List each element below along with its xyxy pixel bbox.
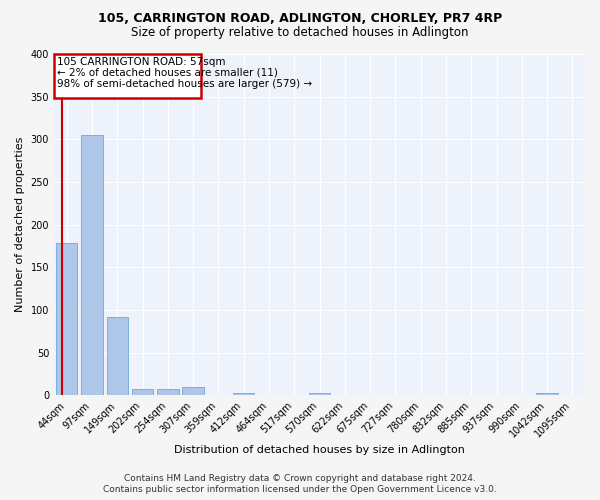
Text: 105, CARRINGTON ROAD, ADLINGTON, CHORLEY, PR7 4RP: 105, CARRINGTON ROAD, ADLINGTON, CHORLEY… bbox=[98, 12, 502, 26]
Text: Size of property relative to detached houses in Adlington: Size of property relative to detached ho… bbox=[131, 26, 469, 39]
Bar bbox=[309, 393, 330, 396]
Text: Contains HM Land Registry data © Crown copyright and database right 2024.
Contai: Contains HM Land Registry data © Crown c… bbox=[103, 474, 497, 494]
Text: 98% of semi-detached houses are larger (579) →: 98% of semi-detached houses are larger (… bbox=[57, 79, 312, 89]
Text: ← 2% of detached houses are smaller (11): ← 2% of detached houses are smaller (11) bbox=[57, 68, 278, 78]
Bar bbox=[157, 388, 179, 396]
X-axis label: Distribution of detached houses by size in Adlington: Distribution of detached houses by size … bbox=[174, 445, 465, 455]
Bar bbox=[233, 393, 254, 396]
Bar bbox=[107, 317, 128, 396]
Bar bbox=[132, 388, 153, 396]
Bar bbox=[54, 54, 200, 98]
Bar bbox=[81, 135, 103, 396]
Bar bbox=[536, 393, 558, 396]
Y-axis label: Number of detached properties: Number of detached properties bbox=[15, 137, 25, 312]
Text: 105 CARRINGTON ROAD: 57sqm: 105 CARRINGTON ROAD: 57sqm bbox=[57, 56, 226, 66]
Bar bbox=[56, 244, 77, 396]
Bar bbox=[182, 387, 204, 396]
